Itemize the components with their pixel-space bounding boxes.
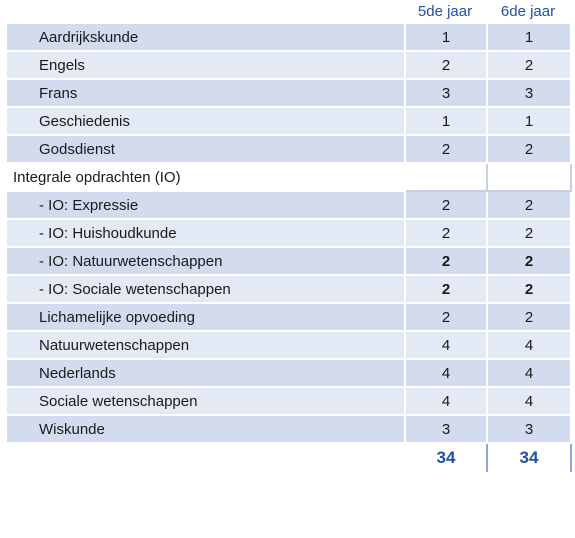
subject-name: - IO: Expressie bbox=[5, 190, 406, 220]
table-row: Geschiedenis 1 1 bbox=[5, 106, 572, 136]
hours-6de-jaar: 4 bbox=[486, 386, 572, 416]
subject-name: Engels bbox=[5, 50, 406, 80]
hours-6de-jaar: 2 bbox=[486, 134, 572, 164]
hours-6de-jaar bbox=[486, 162, 572, 192]
table-row: Aardrijkskunde 1 1 bbox=[5, 22, 572, 52]
table-row: Lichamelijke opvoeding 2 2 bbox=[5, 302, 572, 332]
subject-name: Aardrijkskunde bbox=[5, 22, 406, 52]
subject-name: - IO: Sociale wetenschappen bbox=[5, 274, 406, 304]
table-row: - IO: Sociale wetenschappen 2 2 bbox=[5, 274, 572, 304]
subjects-hours-table: Aardrijkskunde 1 1 Engels 2 2 Frans 3 3 … bbox=[5, 22, 572, 474]
subject-name: - IO: Huishoudkunde bbox=[5, 218, 406, 248]
hours-5de-jaar: 3 bbox=[404, 78, 488, 108]
total-5de-jaar: 34 bbox=[404, 442, 488, 474]
subject-name: Natuurwetenschappen bbox=[5, 330, 406, 360]
hours-5de-jaar: 2 bbox=[404, 246, 488, 276]
table-row: Engels 2 2 bbox=[5, 50, 572, 80]
subject-name: Sociale wetenschappen bbox=[5, 386, 406, 416]
hours-5de-jaar: 2 bbox=[404, 302, 488, 332]
hours-6de-jaar: 2 bbox=[486, 302, 572, 332]
totals-label-cell bbox=[5, 442, 406, 474]
hours-5de-jaar: 2 bbox=[404, 190, 488, 220]
subject-name: Wiskunde bbox=[5, 414, 406, 444]
hours-6de-jaar: 3 bbox=[486, 414, 572, 444]
hours-6de-jaar: 3 bbox=[486, 78, 572, 108]
hours-5de-jaar: 2 bbox=[404, 134, 488, 164]
hours-6de-jaar: 1 bbox=[486, 106, 572, 136]
hours-6de-jaar: 1 bbox=[486, 22, 572, 52]
subject-name: Nederlands bbox=[5, 358, 406, 388]
table-row: - IO: Expressie 2 2 bbox=[5, 190, 572, 220]
subject-name: Godsdienst bbox=[5, 134, 406, 164]
table-row: Natuurwetenschappen 4 4 bbox=[5, 330, 572, 360]
hours-5de-jaar: 4 bbox=[404, 330, 488, 360]
hours-6de-jaar: 4 bbox=[486, 358, 572, 388]
group-heading: Integrale opdrachten (IO) bbox=[5, 162, 406, 192]
table-row: Frans 3 3 bbox=[5, 78, 572, 108]
hours-5de-jaar: 2 bbox=[404, 274, 488, 304]
hours-6de-jaar: 2 bbox=[486, 50, 572, 80]
subject-name: Frans bbox=[5, 78, 406, 108]
subject-name: Geschiedenis bbox=[5, 106, 406, 136]
totals-row: 34 34 bbox=[5, 442, 572, 474]
hours-5de-jaar: 3 bbox=[404, 414, 488, 444]
table-row: Wiskunde 3 3 bbox=[5, 414, 572, 444]
hours-5de-jaar bbox=[404, 162, 488, 192]
hours-5de-jaar: 2 bbox=[404, 218, 488, 248]
table-row: - IO: Huishoudkunde 2 2 bbox=[5, 218, 572, 248]
hours-6de-jaar: 2 bbox=[486, 190, 572, 220]
table-row: Sociale wetenschappen 4 4 bbox=[5, 386, 572, 416]
table-row: Nederlands 4 4 bbox=[5, 358, 572, 388]
hours-6de-jaar: 2 bbox=[486, 274, 572, 304]
hours-5de-jaar: 4 bbox=[404, 386, 488, 416]
hours-5de-jaar: 1 bbox=[404, 106, 488, 136]
hours-5de-jaar: 2 bbox=[404, 50, 488, 80]
table-row: - IO: Natuurwetenschappen 2 2 bbox=[5, 246, 572, 276]
hours-6de-jaar: 2 bbox=[486, 218, 572, 248]
total-6de-jaar: 34 bbox=[486, 442, 572, 474]
table-row: Godsdienst 2 2 bbox=[5, 134, 572, 164]
subject-name: Lichamelijke opvoeding bbox=[5, 302, 406, 332]
subject-name: - IO: Natuurwetenschappen bbox=[5, 246, 406, 276]
hours-5de-jaar: 1 bbox=[404, 22, 488, 52]
column-header-6de-jaar: 6de jaar bbox=[500, 2, 556, 20]
hours-6de-jaar: 4 bbox=[486, 330, 572, 360]
hours-6de-jaar: 2 bbox=[486, 246, 572, 276]
table-row: Integrale opdrachten (IO) bbox=[5, 162, 572, 192]
column-header-5de-jaar: 5de jaar bbox=[417, 2, 473, 20]
hours-5de-jaar: 4 bbox=[404, 358, 488, 388]
